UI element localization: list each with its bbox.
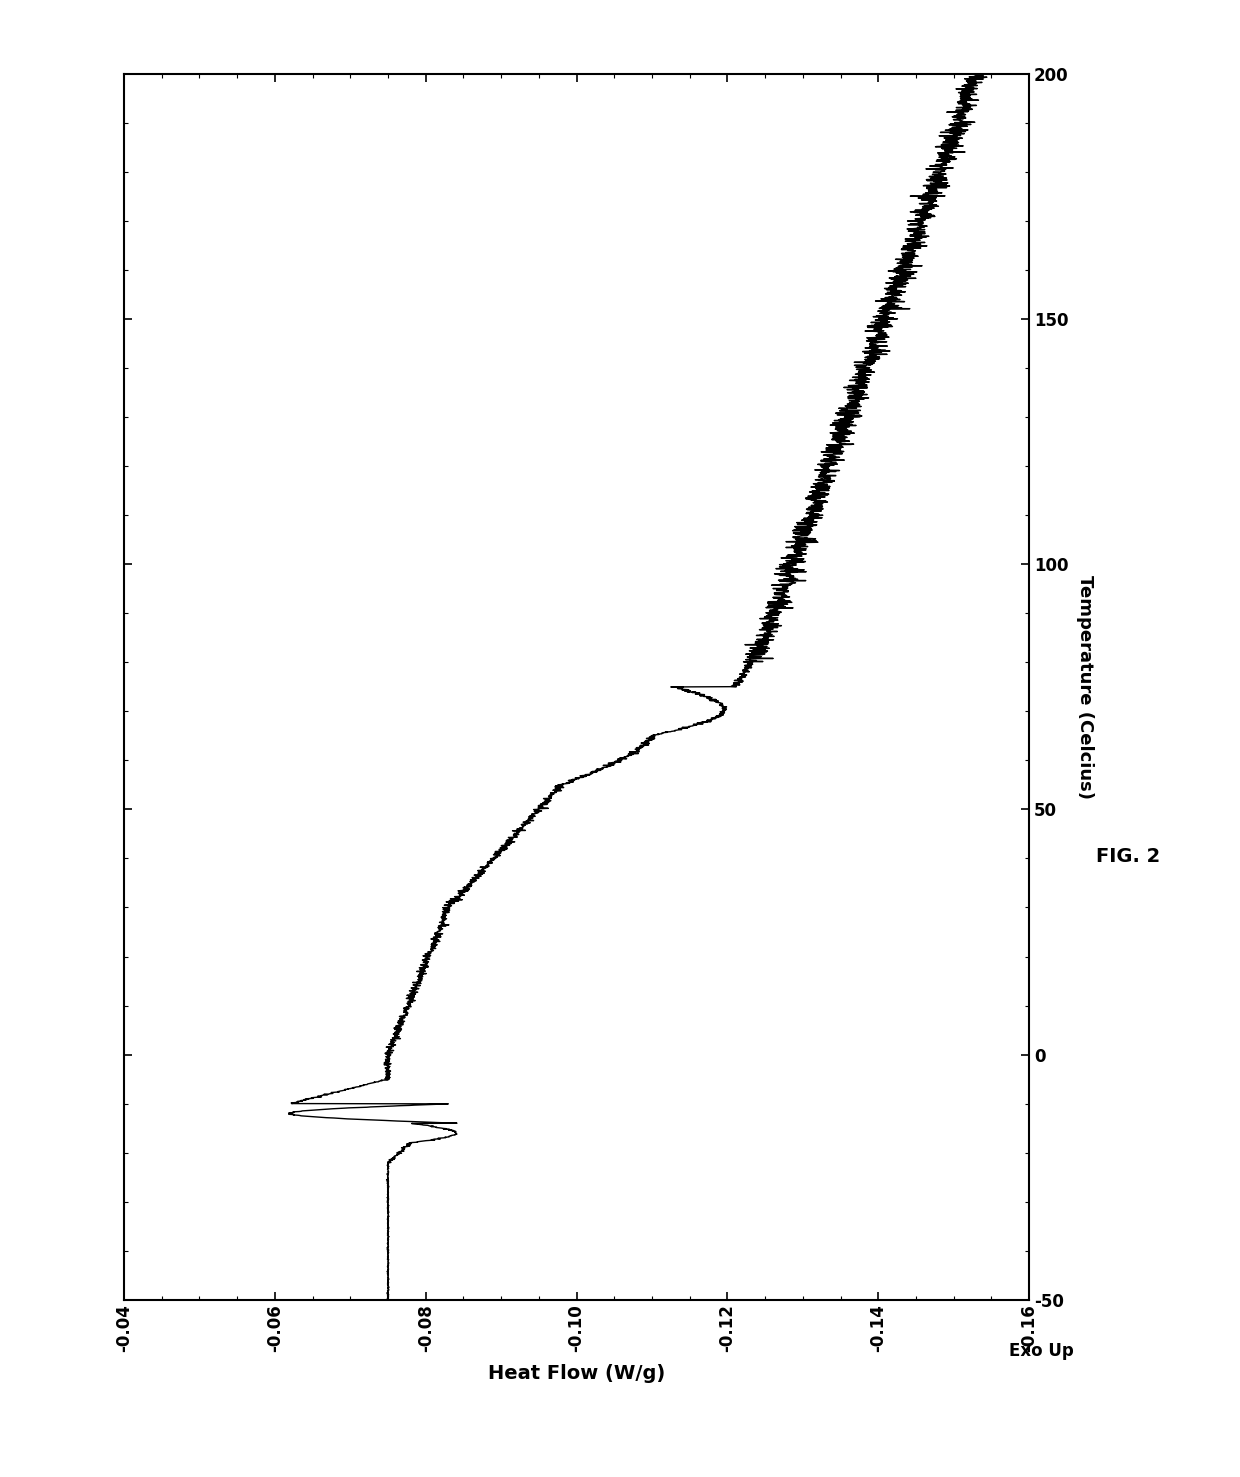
Text: FIG. 2: FIG. 2 [1096,848,1161,866]
Text: Exo Up: Exo Up [1009,1343,1074,1360]
X-axis label: Heat Flow (W/g): Heat Flow (W/g) [489,1363,665,1382]
Y-axis label: Temperature (Celcius): Temperature (Celcius) [1075,575,1094,799]
